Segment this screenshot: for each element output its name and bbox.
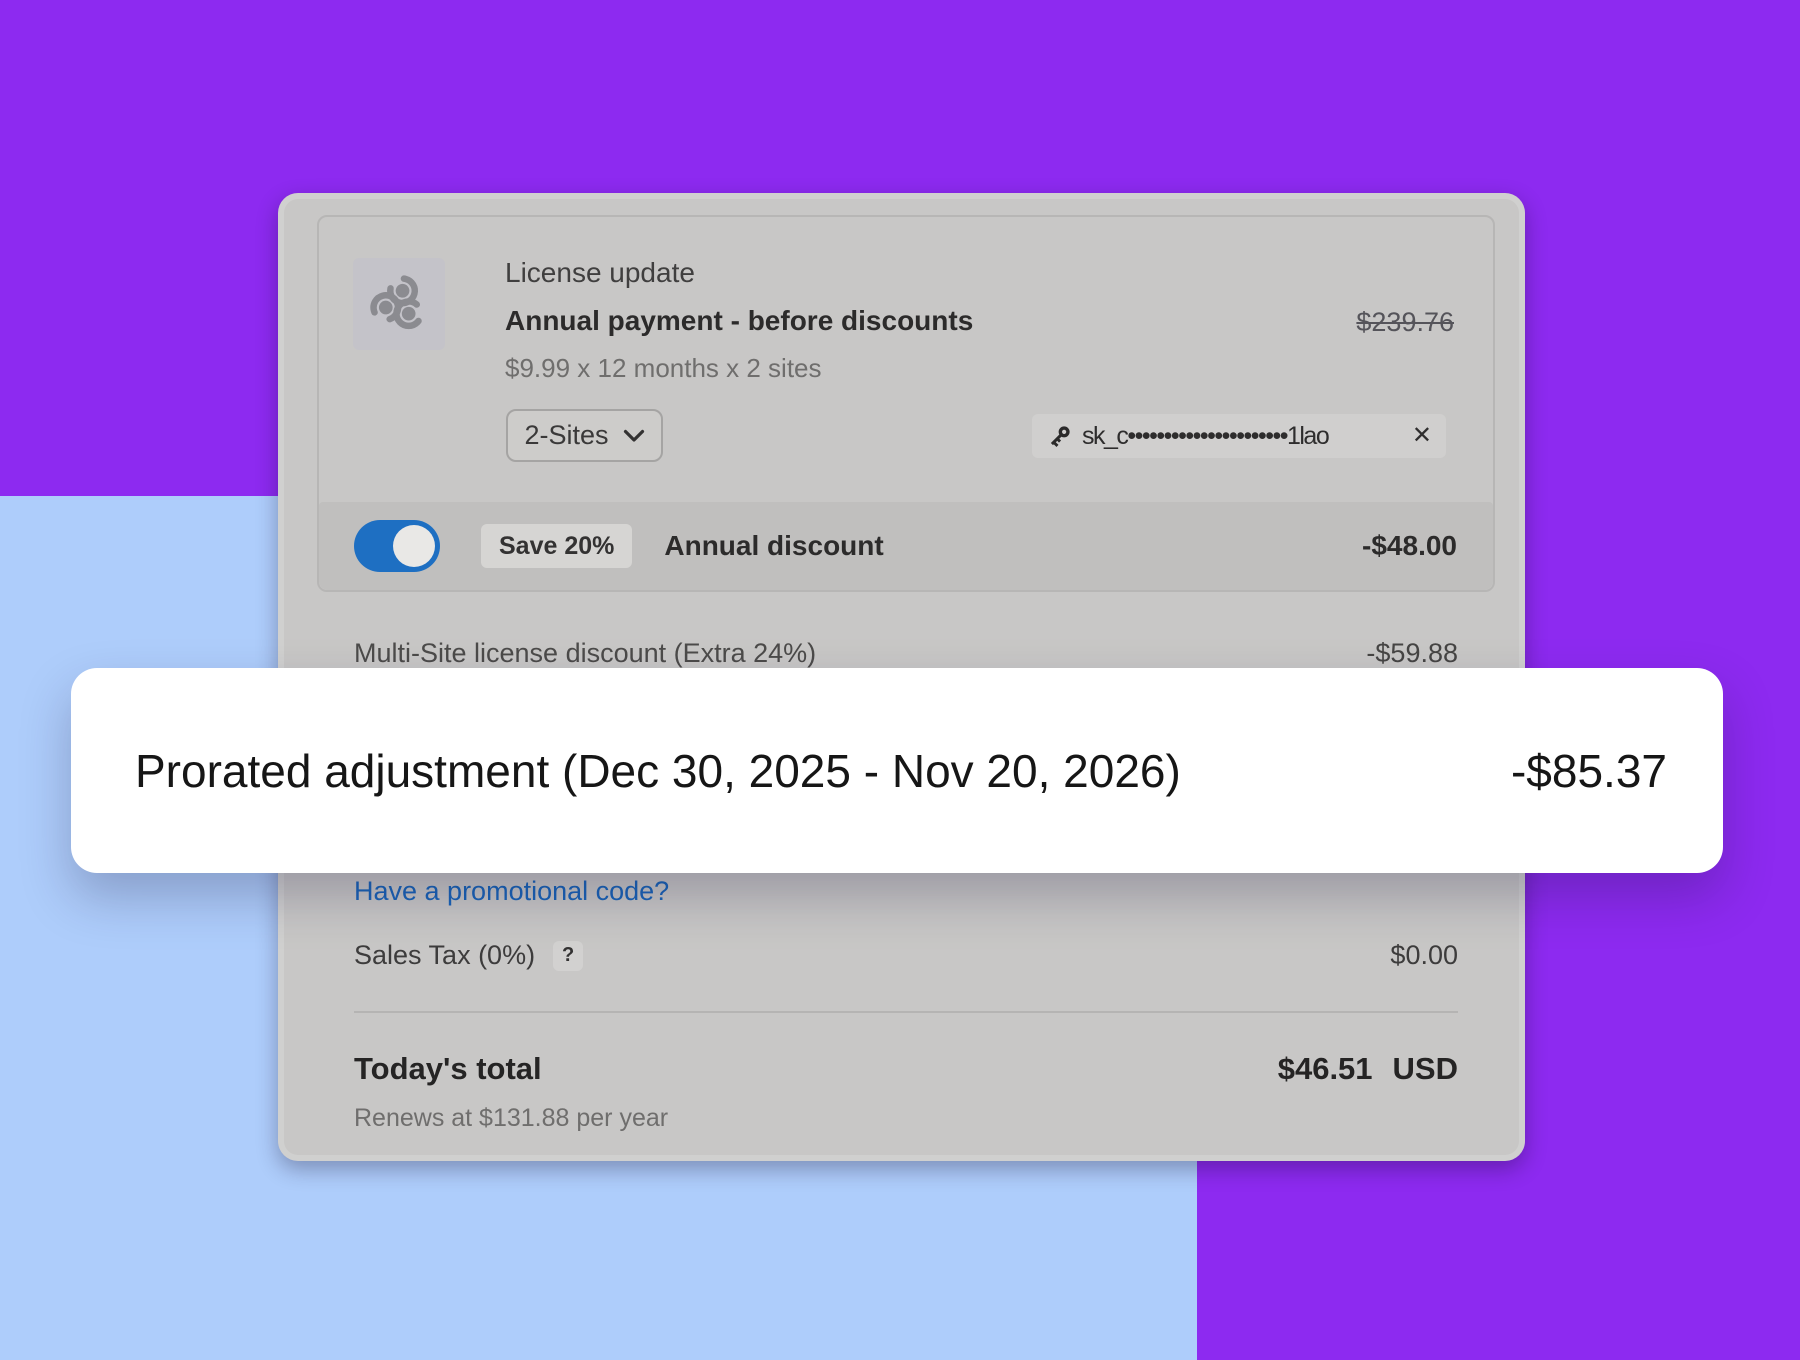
payment-breakdown: $9.99 x 12 months x 2 sites [505,353,822,383]
annual-discount-amount: -$48.00 [1362,530,1457,561]
original-price: $239.76 [1356,307,1454,337]
promo-code-link[interactable]: Have a promotional code? [354,876,670,906]
total-row: Today's total $46.51 USD [354,1051,1458,1087]
key-icon [1046,422,1074,450]
total-label: Today's total [354,1051,542,1086]
sales-tax-amount: $0.00 [1390,940,1458,970]
license-key-chip: sk_c••••••••••••••••••••••1lao ✕ [1032,414,1446,458]
sales-tax-label: Sales Tax (0%) [354,940,536,970]
annual-discount-label: Annual discount [664,530,884,561]
chevron-down-icon [623,429,645,443]
close-icon[interactable]: ✕ [1411,422,1432,449]
annual-discount-row: Save 20% Annual discount -$48.00 [319,502,1493,590]
save-badge: Save 20% [481,524,633,568]
sites-select-value: 2-Sites [524,420,609,450]
prorated-adjustment-label: Prorated adjustment (Dec 30, 2025 - Nov … [135,744,1181,797]
total-currency: USD [1392,1051,1458,1086]
total-amount: $46.51 [1277,1051,1373,1086]
multisite-discount-row: Multi-Site license discount (Extra 24%) … [354,638,1458,669]
annual-discount-toggle[interactable] [354,520,440,572]
renewal-note: Renews at $131.88 per year [354,1104,669,1132]
total-divider [354,1011,1458,1013]
multisite-discount-label: Multi-Site license discount (Extra 24%) [354,638,817,668]
swirl-logo-icon [363,268,435,340]
sites-select[interactable]: 2-Sites [506,409,663,462]
plugin-logo-tile [353,258,445,350]
multisite-discount-amount: -$59.88 [1366,638,1458,668]
prorated-adjustment-callout: Prorated adjustment (Dec 30, 2025 - Nov … [71,668,1723,873]
help-icon[interactable]: ? [553,940,584,971]
payment-label: Annual payment - before discounts [505,305,974,336]
card-title: License update [505,257,695,288]
license-module: License update Annual payment - before d… [317,215,1495,592]
prorated-adjustment-amount: -$85.37 [1510,744,1667,797]
license-key-masked: sk_c••••••••••••••••••••••1lao [1082,421,1330,450]
toggle-knob [393,525,435,567]
sales-tax-row: Sales Tax (0%) ? $0.00 [354,940,1458,971]
